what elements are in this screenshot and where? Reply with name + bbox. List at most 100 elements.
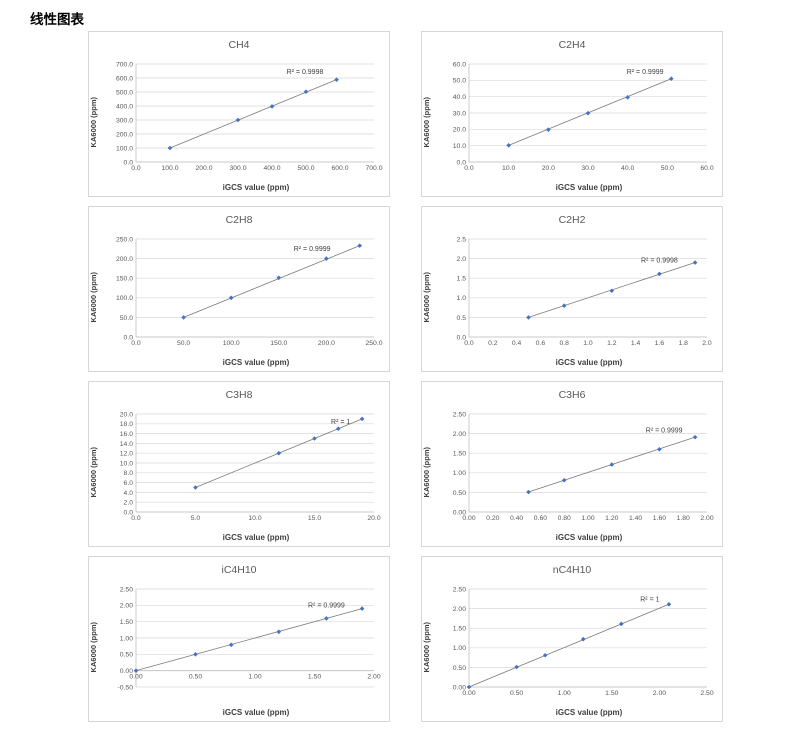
y-axis-title: KA6000 (ppm) — [422, 447, 431, 498]
y-tick-label: 0.0 — [457, 159, 467, 166]
data-point-marker — [657, 271, 662, 276]
x-tick-label: 1.8 — [678, 340, 688, 347]
x-tick-label: 2.50 — [700, 690, 713, 697]
chart-main: KA6000 (ppm) 0.0 2.0 4.0 6.0 8.0 10.0 12.0 14.0… — [89, 403, 389, 532]
data-point-marker — [619, 621, 624, 626]
x-tick-label: 1.20 — [605, 515, 618, 522]
data-point-marker — [228, 295, 234, 300]
y-tick-label: 300.0 — [116, 117, 133, 124]
x-tick-label: 1.40 — [629, 515, 642, 522]
data-point-marker — [506, 142, 511, 148]
plot-area: 0.00 0.50 1.00 1.50 2.00 2.50 0.00 0.20 0.40 0.60… — [453, 411, 714, 522]
y-tick-label: 50.0 — [120, 314, 133, 321]
chart-main: KA6000 (ppm) -0.50 0.00 0.50 1.00 1.50 2.00 2.… — [89, 578, 389, 707]
page-title: 线性图表 — [30, 12, 84, 27]
y-tick-label: 18.0 — [120, 421, 133, 428]
chart-figure: C2H2 KA6000 (ppm) 0.0 0.5 1.0 1.5 2.0 2.5 0.0 0… — [421, 206, 723, 372]
y-tick-label: 400.0 — [116, 103, 133, 110]
data-point-marker — [546, 126, 551, 132]
x-tick-label: 20.0 — [542, 165, 555, 172]
y-axis-title: KA6000 (ppm) — [422, 622, 431, 673]
chart-figure: C3H6 KA6000 (ppm) 0.00 0.50 1.00 1.50 2.00 2.… — [421, 381, 723, 547]
x-tick-label: 2.00 — [367, 673, 380, 680]
x-tick-label: 0.0 — [464, 340, 474, 347]
data-point-marker — [303, 88, 309, 94]
x-tick-label: 0.2 — [488, 340, 498, 347]
y-tick-label: 1.0 — [457, 295, 467, 302]
y-tick-label: 20.0 — [453, 126, 466, 133]
y-tick-label: 2.00 — [120, 602, 133, 609]
r-squared-label: R² = 0.9999 — [294, 245, 331, 252]
y-tick-label: 0.0 — [124, 334, 134, 341]
x-tick-label: 0.80 — [558, 515, 571, 522]
y-tick-label: 2.0 — [457, 256, 467, 263]
data-point-marker — [276, 450, 282, 455]
y-tick-label: 200.0 — [116, 131, 133, 138]
x-tick-label: 100.0 — [161, 165, 178, 172]
x-tick-label: 1.6 — [655, 340, 665, 347]
r-squared-label: R² = 1 — [331, 418, 350, 425]
x-tick-label: 400.0 — [263, 165, 280, 172]
x-tick-label: 0.8 — [559, 340, 569, 347]
trendline — [508, 77, 672, 146]
x-tick-label: 0.50 — [510, 690, 523, 697]
x-tick-label: 60.0 — [700, 165, 713, 172]
x-tick-label: 1.2 — [607, 340, 617, 347]
chart-figure: C2H8 KA6000 (ppm) 0.0 50.0 100.0 150.0 200.0… — [88, 206, 390, 372]
x-axis-title: iGCS value (ppm) — [222, 708, 290, 717]
y-tick-label: 8.0 — [124, 470, 134, 477]
data-point-marker — [181, 314, 186, 320]
trendline — [169, 78, 337, 148]
x-tick-label: 250.0 — [365, 340, 382, 347]
x-tick-label: 0.00 — [462, 515, 475, 522]
y-tick-label: 0.0 — [124, 509, 134, 516]
y-tick-label: 10.0 — [453, 143, 466, 150]
y-tick-label: 16.0 — [120, 431, 133, 438]
x-tick-label: 40.0 — [621, 165, 634, 172]
r-squared-label: R² = 1 — [640, 596, 659, 603]
data-point-marker — [228, 642, 234, 647]
y-tick-label: 1.50 — [453, 625, 466, 632]
x-tick-label: 1.4 — [631, 340, 641, 347]
data-point-marker — [359, 605, 365, 611]
chart-figure: CH4 KA6000 (ppm) 0.0 100.0 200.0 300.0 400.0… — [88, 31, 390, 197]
y-tick-label: 700.0 — [116, 61, 133, 68]
chart-figure: iC4H10 KA6000 (ppm) -0.50 0.00 0.50 1.00 1.5… — [88, 556, 390, 722]
data-point-marker — [235, 117, 241, 122]
x-tick-label: 1.60 — [653, 515, 666, 522]
plot-area: 0.0 2.0 4.0 6.0 8.0 10.0 12.0 14.0 16.0 18.0 20.0 0… — [120, 411, 381, 522]
data-point-marker — [692, 434, 698, 439]
y-tick-label: 100.0 — [116, 295, 133, 302]
data-point-marker — [609, 287, 615, 293]
r-squared-label: R² = 0.9998 — [641, 257, 678, 264]
x-tick-label: 0.0 — [464, 165, 474, 172]
y-tick-label: 0.0 — [124, 159, 134, 166]
x-tick-label: 0.0 — [131, 515, 141, 522]
x-tick-label: 300.0 — [229, 165, 246, 172]
data-point-marker — [359, 416, 365, 421]
x-tick-label: 0.0 — [131, 340, 141, 347]
chart-title: CH4 — [228, 39, 250, 51]
r-squared-label: R² = 0.9999 — [646, 427, 683, 434]
chart-title: C3H6 — [558, 389, 586, 401]
chart-title: C3H8 — [225, 389, 253, 401]
x-tick-label: 1.0 — [583, 340, 593, 347]
y-tick-label: 50.0 — [453, 77, 466, 84]
r-squared-label: R² = 0.9999 — [308, 602, 345, 609]
data-point-marker — [357, 242, 363, 248]
y-tick-label: -0.50 — [118, 684, 134, 691]
x-tick-label: 0.0 — [131, 165, 141, 172]
data-point-marker — [514, 664, 519, 669]
x-tick-label: 10.0 — [502, 165, 515, 172]
y-tick-label: 40.0 — [453, 94, 466, 101]
y-axis-title: KA6000 (ppm) — [422, 272, 431, 323]
y-tick-label: 250.0 — [116, 236, 133, 243]
trendline — [135, 607, 363, 671]
chart-title: C2H2 — [558, 214, 586, 226]
x-tick-label: 0.00 — [129, 673, 142, 680]
chart-title: C2H8 — [225, 214, 253, 226]
x-tick-label: 600.0 — [331, 165, 348, 172]
x-axis-title: iGCS value (ppm) — [222, 183, 290, 192]
chart-main: KA6000 (ppm) 0.0 0.5 1.0 1.5 2.0 2.5 0.0 0.2 0.4… — [422, 228, 722, 357]
x-tick-label: 0.00 — [462, 690, 475, 697]
